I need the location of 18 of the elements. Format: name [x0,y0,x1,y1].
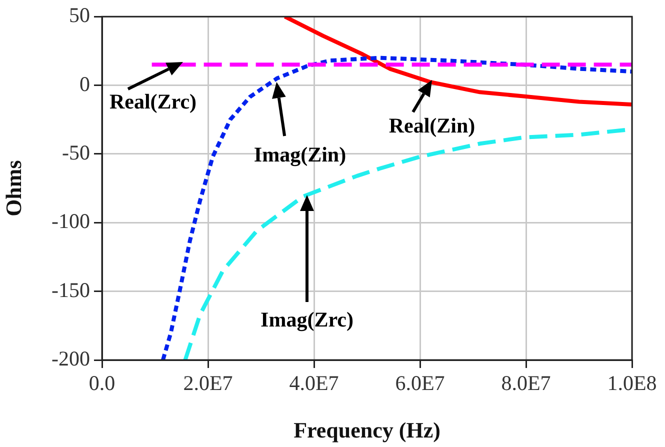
x-tick-label: 8.0E7 [501,371,551,396]
annotation: Real(Zin) [388,113,476,138]
x-tick-label: 4.0E7 [289,371,339,396]
annotation: Real(Zrc) [109,89,197,114]
y-tick-label: -200 [52,346,90,371]
x-tick-label: 1.0E8 [607,371,657,396]
y-tick-label: 50 [69,3,90,28]
y-tick-label: -50 [62,140,90,164]
x-axis-title: Frequency (Hz) [294,417,440,442]
y-axis-title: Ohms [0,160,26,216]
y-tick-label: 0 [80,72,90,96]
y-tick-label: -150 [52,278,90,302]
y-tick-label: -100 [52,209,90,234]
x-tick-label: 0.0 [88,371,116,396]
x-tick-label: 2.0E7 [183,371,233,396]
annotation: Imag(Zin) [254,142,346,166]
x-tick-label: 6.0E7 [395,371,445,396]
annotation: Imag(Zrc) [260,307,354,332]
